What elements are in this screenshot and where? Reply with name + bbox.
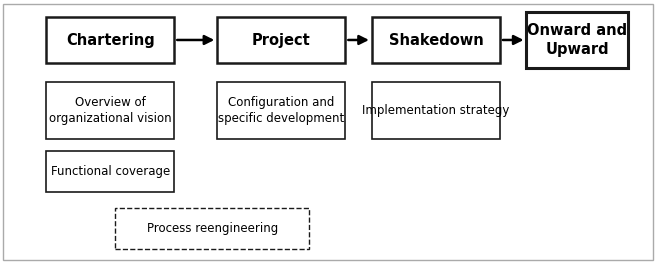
Text: Onward and
Upward: Onward and Upward (527, 23, 628, 57)
FancyBboxPatch shape (46, 17, 174, 63)
FancyBboxPatch shape (217, 17, 345, 63)
Text: Functional coverage: Functional coverage (51, 165, 170, 178)
FancyBboxPatch shape (115, 208, 309, 249)
Text: Configuration and
specific development: Configuration and specific development (218, 96, 344, 125)
FancyBboxPatch shape (46, 82, 174, 139)
Text: Shakedown: Shakedown (389, 33, 483, 48)
FancyBboxPatch shape (46, 151, 174, 192)
Text: Overview of
organizational vision: Overview of organizational vision (49, 96, 172, 125)
FancyBboxPatch shape (526, 12, 628, 68)
FancyBboxPatch shape (372, 82, 500, 139)
Text: Implementation strategy: Implementation strategy (363, 104, 509, 117)
Text: Chartering: Chartering (66, 33, 155, 48)
FancyBboxPatch shape (217, 82, 345, 139)
FancyBboxPatch shape (372, 17, 500, 63)
Text: Process reengineering: Process reengineering (147, 222, 278, 235)
Text: Project: Project (252, 33, 311, 48)
